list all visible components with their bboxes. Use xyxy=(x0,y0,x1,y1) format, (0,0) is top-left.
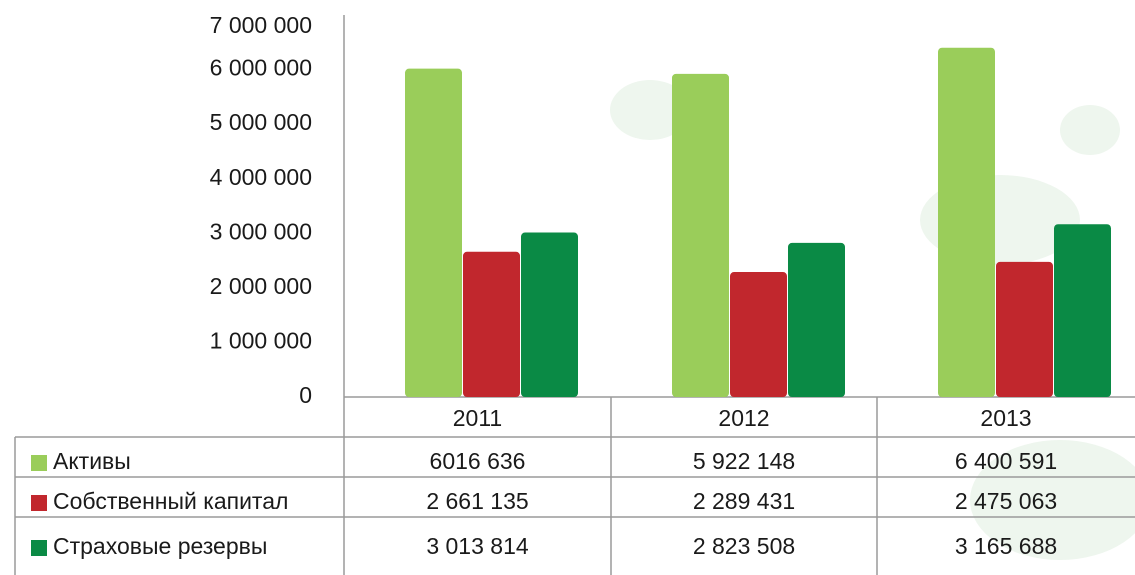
y-tick-label: 4 000 000 xyxy=(210,164,312,190)
y-tick-label: 1 000 000 xyxy=(210,328,312,354)
table-cell: 3 165 688 xyxy=(955,533,1057,559)
bar xyxy=(1054,224,1111,397)
bar xyxy=(521,233,578,397)
bar xyxy=(672,74,729,397)
x-tick-label: 2011 xyxy=(453,405,502,431)
bar xyxy=(463,252,520,397)
y-tick-label: 2 000 000 xyxy=(210,273,312,299)
legend-swatch xyxy=(31,540,47,556)
bar xyxy=(938,48,995,397)
bar xyxy=(996,262,1053,397)
table-cell: 3 013 814 xyxy=(426,533,529,559)
y-tick-label: 0 xyxy=(299,382,312,408)
table-cell: 2 661 135 xyxy=(426,488,528,514)
legend-label: Активы xyxy=(53,448,131,474)
table-cell: 5 922 148 xyxy=(693,448,795,474)
legend-label: Страховые резервы xyxy=(53,533,267,559)
table-cell: 2 823 508 xyxy=(693,533,795,559)
legend-swatch xyxy=(31,495,47,511)
table-cell: 6 400 591 xyxy=(955,448,1057,474)
chart: 0 1 000 000 2 000 000 3 000 000 4 000 000 5 0… xyxy=(0,0,1135,575)
y-tick-label: 5 000 000 xyxy=(210,109,312,135)
bar xyxy=(730,272,787,397)
bar xyxy=(788,243,845,397)
table-cell: 6016 636 xyxy=(430,448,526,474)
x-tick-label: 2013 xyxy=(980,405,1031,431)
y-tick-label: 7 000 000 xyxy=(210,12,312,38)
table-cell: 2 475 063 xyxy=(955,488,1057,514)
y-tick-label: 6 000 000 xyxy=(210,55,312,81)
legend-label: Собственный капитал xyxy=(53,488,288,514)
table-cell: 2 289 431 xyxy=(693,488,795,514)
x-tick-label: 2012 xyxy=(718,405,769,431)
bar xyxy=(405,69,462,397)
legend-swatch xyxy=(31,455,47,471)
y-tick-label: 3 000 000 xyxy=(210,218,312,244)
